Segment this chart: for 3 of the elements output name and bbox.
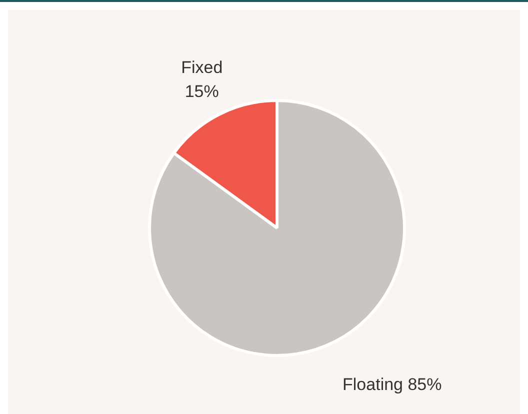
slice-label: Fixed [181,58,223,78]
data-label: 15% [184,82,219,102]
slice-label: Floating 85% [342,375,442,394]
